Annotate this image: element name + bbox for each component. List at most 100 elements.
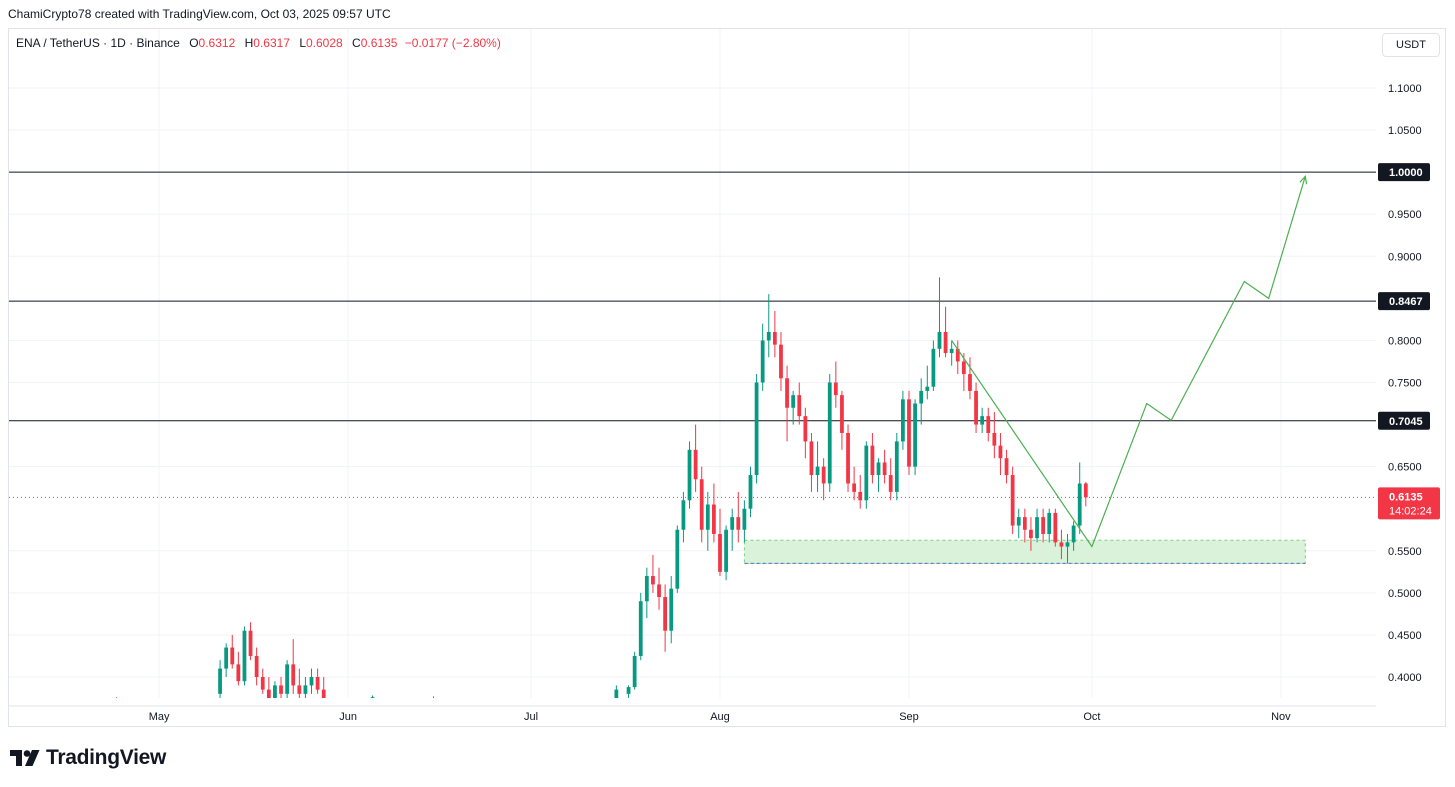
candle-body-down	[432, 698, 436, 699]
candle-body-up	[705, 504, 710, 530]
demand-zone	[743, 539, 1306, 564]
candle-body-down	[840, 395, 844, 433]
y-tick-label: 0.6500	[1388, 462, 1422, 474]
x-tick-label: Aug	[710, 711, 730, 723]
candle-body-down	[260, 677, 265, 690]
candle-body-down	[236, 664, 241, 682]
candle-body-down	[712, 504, 716, 534]
ohlc-legend: ENA / TetherUS · 1D · Binance O0.6312 H0…	[16, 36, 501, 50]
candle-body-down	[852, 483, 857, 492]
candle-body-down	[882, 462, 887, 476]
candle-body-up	[681, 500, 686, 530]
tradingview-logo-text: TradingView	[46, 746, 167, 769]
low-label: L	[299, 36, 306, 50]
currency-button[interactable]: USDT	[1382, 33, 1440, 57]
gridlines	[9, 29, 1376, 698]
candle-body-up	[632, 655, 637, 688]
candle-body-down	[779, 344, 783, 379]
candle-body-down	[968, 374, 972, 391]
open-value: 0.6312	[198, 36, 236, 50]
candle-body-down	[718, 533, 722, 572]
candle-body-down	[907, 399, 911, 467]
low-value: 0.6028	[306, 36, 343, 50]
current-price-tag	[1378, 487, 1440, 520]
candle-body-down	[1029, 529, 1033, 539]
close-label: C	[352, 36, 361, 50]
level-price-tag	[1378, 411, 1430, 430]
candle-body-up	[242, 630, 247, 682]
candle-body-down	[699, 479, 704, 530]
y-tick-label: 0.9500	[1388, 209, 1422, 221]
level-price-label: 0.8467	[1389, 296, 1423, 308]
level-price-label: 1.0000	[1389, 167, 1423, 179]
candle-body-up	[925, 386, 930, 391]
x-tick-label: Jun	[339, 711, 357, 723]
candle-body-down	[115, 698, 119, 699]
current-price-label: 0.6135	[1389, 491, 1423, 503]
x-tick-label: Sep	[899, 711, 919, 723]
candle-body-down	[974, 390, 978, 425]
candle-body-down	[230, 647, 235, 665]
candle-body-up	[913, 403, 917, 467]
candle-body-down	[858, 491, 863, 501]
candle-body-up	[949, 348, 954, 354]
candle-body-down	[821, 466, 826, 484]
candle-body-down	[943, 332, 948, 354]
candle-body-up	[730, 517, 735, 530]
candle-body-down	[1059, 542, 1064, 547]
candle-body-down	[1022, 517, 1027, 530]
candle-body-down	[955, 348, 960, 362]
projection-path	[951, 176, 1306, 548]
candle-body-down	[1010, 475, 1015, 526]
candle-body-up	[273, 685, 277, 698]
y-tick-label: 1.1000	[1388, 83, 1422, 95]
candle-body-up	[894, 441, 899, 492]
candle-body-up	[614, 689, 619, 698]
y-tick-label: 0.7500	[1388, 378, 1422, 390]
candle-body-up	[827, 382, 832, 484]
candle-body-down	[321, 689, 326, 698]
candle-body-up	[1047, 512, 1052, 534]
candle-body-up	[687, 449, 692, 501]
candle-body-up	[285, 664, 290, 694]
level-price-label: 0.7045	[1389, 416, 1423, 428]
candle-body-up	[224, 647, 229, 669]
candle-body-up	[742, 508, 747, 530]
candle-body-up	[1065, 542, 1070, 547]
candle-body-down	[803, 416, 808, 442]
open-label: O	[189, 36, 199, 50]
candle-body-up	[675, 529, 680, 589]
candle-body-up	[638, 601, 643, 656]
candle-body-up	[815, 466, 820, 476]
candle-body-down	[736, 517, 741, 530]
candle-body-down	[870, 445, 875, 476]
candle-body-up	[766, 332, 771, 341]
candle-body-down	[785, 378, 789, 408]
candle-body-down	[315, 677, 320, 690]
x-tick-label: Jul	[524, 711, 538, 723]
y-tick-label: 1.0500	[1388, 125, 1422, 137]
candle-body-down	[772, 332, 777, 345]
candle-body-up	[876, 462, 881, 476]
candle-body-down	[992, 432, 997, 446]
high-value: 0.6317	[253, 36, 290, 50]
tradingview-logo[interactable]: TradingView	[10, 746, 166, 770]
candle-body-down	[651, 576, 655, 585]
chart-frame	[8, 28, 1446, 727]
candle-body-up	[760, 340, 765, 383]
y-tick-label: 0.4500	[1388, 630, 1422, 642]
level-price-tag	[1378, 163, 1430, 182]
candle-body-down	[297, 685, 302, 694]
candle-body-up	[309, 677, 314, 686]
candle-body-up	[370, 697, 375, 698]
candle-body-up	[931, 348, 936, 387]
candle-body-up	[748, 475, 753, 509]
high-label: H	[244, 36, 254, 50]
change-value: −0.0177 (−2.80%)	[404, 36, 501, 50]
symbol-label[interactable]: ENA / TetherUS · 1D · Binance	[16, 36, 180, 50]
candle-body-up	[1071, 525, 1076, 543]
candle-body-up	[1077, 483, 1082, 526]
candle-body-down	[833, 382, 838, 396]
candle-body-down	[663, 597, 668, 631]
